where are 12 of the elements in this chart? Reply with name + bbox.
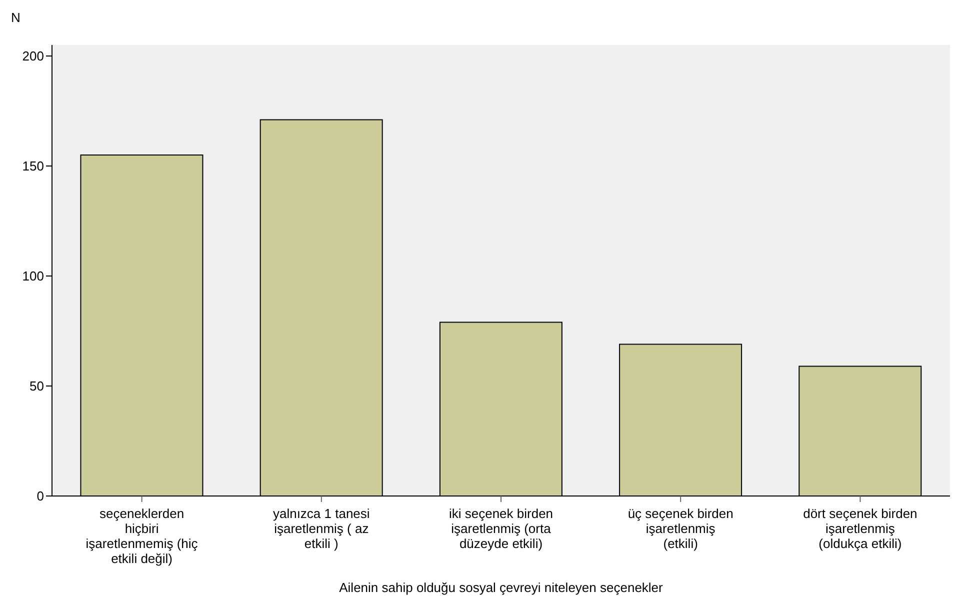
y-tick-label: 50: [30, 378, 44, 394]
y-axis-title: N: [11, 10, 20, 25]
x-tick-label: iki seçenek birden işaretlenmiş (orta düzeyde etkili): [448, 506, 554, 551]
y-tick-label: 0: [36, 488, 44, 504]
x-tick-label: üç seçenek birden işaretlenmiş (etkili): [628, 506, 734, 551]
y-tick-label: 200: [22, 48, 44, 64]
x-tick-label: dört seçenek birden işaretlenmiş (oldukça etkili): [803, 506, 918, 551]
x-tick-label: yalnızca 1 tanesi işaretlenmiş ( az etkili ): [272, 506, 370, 551]
x-tick-label: seçeneklerden hiçbiri işaretlenmemiş (hiç etkili değil): [86, 506, 198, 566]
y-tick-label: 150: [22, 158, 44, 174]
x-axis-title: Ailenin sahip olduğu sosyal çevreyi niteleyen seçenekler: [339, 580, 664, 595]
y-tick-label: 100: [22, 268, 44, 284]
